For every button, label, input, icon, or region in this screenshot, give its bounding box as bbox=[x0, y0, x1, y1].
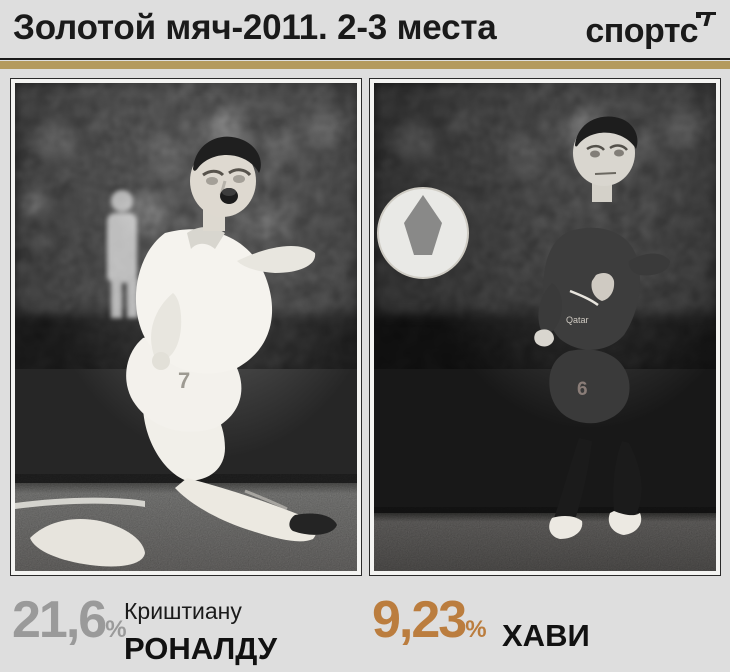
svg-text:Qatar: Qatar bbox=[566, 315, 589, 325]
svg-text:7: 7 bbox=[178, 368, 190, 393]
svg-text:6: 6 bbox=[577, 379, 588, 400]
